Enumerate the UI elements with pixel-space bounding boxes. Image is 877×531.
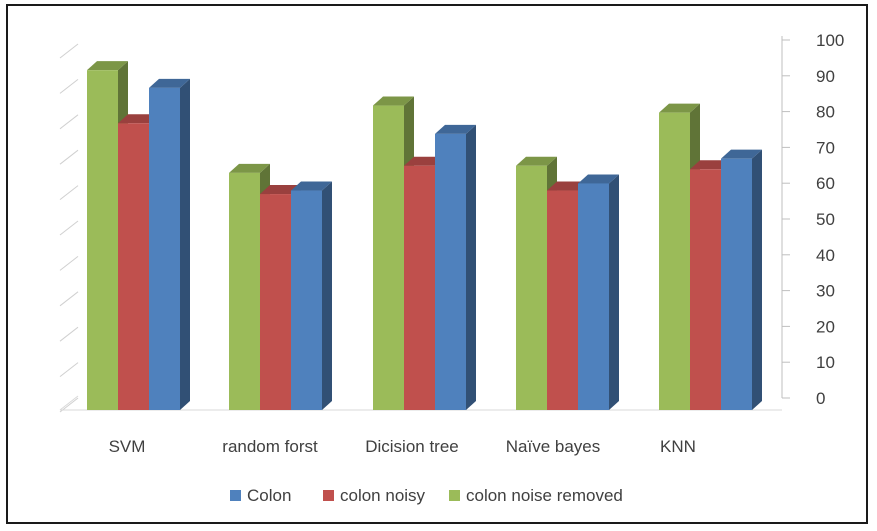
bar bbox=[721, 149, 762, 410]
legend-swatch bbox=[323, 490, 334, 501]
bar-front-face bbox=[435, 133, 466, 410]
bar-side-face bbox=[322, 181, 332, 410]
bar-front-face bbox=[373, 105, 404, 410]
bar-top-face bbox=[291, 181, 332, 191]
bar-top-face bbox=[547, 181, 588, 191]
wall-tick-line bbox=[59, 256, 79, 271]
legend: Colon colon noisy colon noise removed bbox=[230, 486, 623, 505]
legend-label: Colon bbox=[247, 486, 291, 505]
wall-tick-line bbox=[59, 79, 79, 94]
y-axis-ticks: 0 10 20 30 40 50 60 70 80 90 100 bbox=[781, 31, 844, 408]
wall-tick-line bbox=[59, 114, 79, 130]
x-category-label: SVM bbox=[109, 437, 146, 456]
bar-front-face bbox=[118, 123, 149, 410]
wall-tick-line bbox=[59, 43, 79, 59]
bar-front-face bbox=[87, 70, 118, 410]
bar-front-face bbox=[659, 112, 690, 410]
bar bbox=[659, 103, 700, 410]
wall-tick-line bbox=[59, 326, 79, 342]
bar-top-face bbox=[578, 174, 619, 184]
wall-tick-line bbox=[59, 149, 79, 165]
bar-side-face bbox=[752, 149, 762, 410]
y-tick-label: 50 bbox=[816, 210, 835, 229]
bar-front-face bbox=[260, 194, 291, 410]
bar-top-face bbox=[516, 156, 557, 166]
y-tick-label: 10 bbox=[816, 353, 835, 372]
legend-swatch bbox=[230, 490, 241, 501]
x-axis-categories: SVM random forst Dicision tree Naïve bayes K… bbox=[109, 437, 696, 456]
wall-tick-line bbox=[59, 220, 79, 236]
bar-front-face bbox=[149, 87, 180, 411]
bars-group bbox=[87, 61, 762, 411]
bar-front-face bbox=[404, 165, 435, 410]
legend-swatch bbox=[449, 490, 460, 501]
bar-top-face bbox=[435, 124, 476, 134]
x-category-label: Naïve bayes bbox=[506, 437, 601, 456]
bar bbox=[435, 124, 476, 410]
bar-front-face bbox=[578, 183, 609, 410]
y-tick-label: 0 bbox=[816, 389, 825, 408]
bar-top-face bbox=[659, 103, 700, 113]
bar-front-face bbox=[516, 165, 547, 410]
y-tick-label: 90 bbox=[816, 67, 835, 86]
y-tick-label: 20 bbox=[816, 317, 835, 336]
bar-front-face bbox=[291, 190, 322, 410]
x-category-label: Dicision tree bbox=[365, 437, 459, 456]
bar-top-face bbox=[373, 96, 414, 106]
bar-top-face bbox=[690, 160, 731, 170]
y-tick-label: 70 bbox=[816, 138, 835, 157]
y-tick-label: 80 bbox=[816, 103, 835, 122]
y-tick-label: 60 bbox=[816, 174, 835, 193]
bar-top-face bbox=[118, 114, 159, 124]
y-tick-label: 40 bbox=[816, 246, 835, 265]
bar-front-face bbox=[690, 169, 721, 410]
wall-edge bbox=[59, 395, 79, 411]
y-tick-label: 100 bbox=[816, 31, 844, 50]
bar bbox=[149, 78, 190, 411]
bar-top-face bbox=[229, 163, 270, 173]
bar-top-face bbox=[149, 78, 190, 88]
bar bbox=[291, 181, 332, 410]
wall-tick-line bbox=[59, 185, 79, 200]
bar-front-face bbox=[229, 172, 260, 410]
wall-tick-line bbox=[59, 291, 79, 307]
y-tick-label: 30 bbox=[816, 282, 835, 301]
bar-top-face bbox=[87, 61, 128, 71]
wall-tick-line bbox=[59, 362, 79, 377]
bar-front-face bbox=[721, 158, 752, 410]
bar-side-face bbox=[466, 124, 476, 410]
bar bbox=[578, 174, 619, 410]
legend-label: colon noisy bbox=[340, 486, 426, 505]
bar-front-face bbox=[547, 190, 578, 410]
bar-side-face bbox=[609, 174, 619, 410]
bar-top-face bbox=[721, 149, 762, 159]
bar-top-face bbox=[260, 185, 301, 195]
bar-top-face bbox=[404, 156, 445, 166]
x-category-label: KNN bbox=[660, 437, 696, 456]
x-category-label: random forst bbox=[222, 437, 318, 456]
legend-label: colon noise removed bbox=[466, 486, 623, 505]
bar-side-face bbox=[180, 78, 190, 411]
